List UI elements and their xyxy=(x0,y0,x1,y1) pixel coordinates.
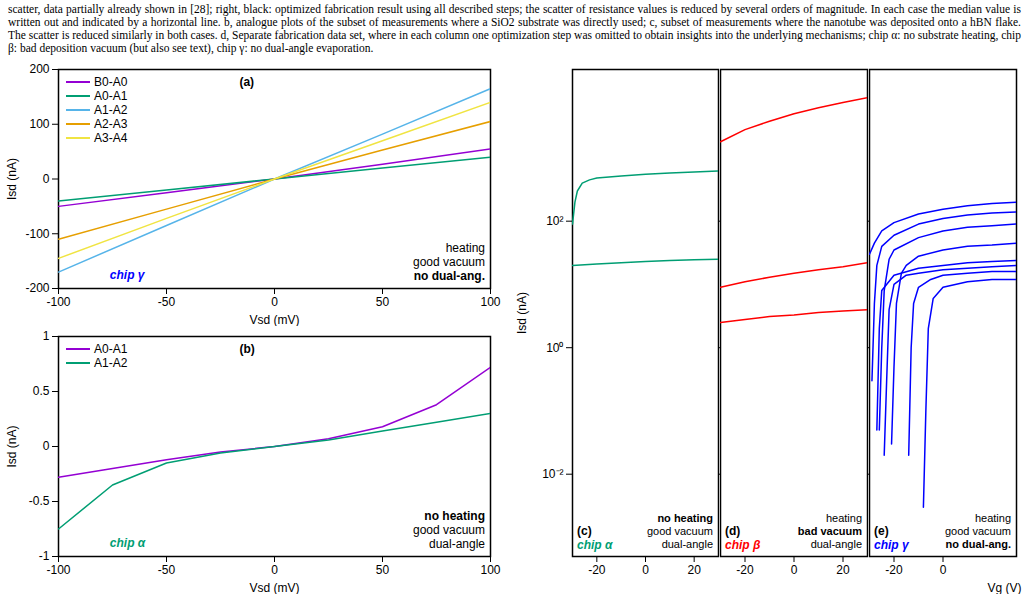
svg-text:Isd (nA): Isd (nA) xyxy=(515,292,529,334)
html-text:A1-A2: A1-A2 xyxy=(94,103,128,117)
svg-text:20: 20 xyxy=(836,563,850,577)
html-text:no heating: no heating xyxy=(424,509,485,523)
html-text:(e): (e) xyxy=(874,524,889,538)
svg-text:20: 20 xyxy=(687,563,701,577)
svg-text:10⁰: 10⁰ xyxy=(546,341,563,355)
html-text:(a): (a) xyxy=(239,75,255,89)
html-text:(d): (d) xyxy=(725,524,741,538)
html-text:good vacuum: good vacuum xyxy=(647,525,713,537)
svg-text:100: 100 xyxy=(29,117,49,131)
svg-text:-100: -100 xyxy=(46,295,70,309)
svg-text:-0.5: -0.5 xyxy=(29,494,50,508)
html-text:chip α: chip α xyxy=(577,538,613,552)
svg-text:-100: -100 xyxy=(46,563,70,577)
html-text:good vacuum: good vacuum xyxy=(413,255,485,269)
html-text:A3-A4: A3-A4 xyxy=(94,131,128,145)
html-text:no heating: no heating xyxy=(657,512,713,524)
html-text:(b): (b) xyxy=(239,342,255,356)
svg-text:100: 100 xyxy=(480,295,500,309)
html-text:dual-angle: dual-angle xyxy=(810,538,862,550)
svg-text:100: 100 xyxy=(480,563,500,577)
html-text:no dual-ang.: no dual-ang. xyxy=(945,538,1011,550)
svg-text:Vsd (mV): Vsd (mV) xyxy=(249,313,299,327)
html-text:A1-A2: A1-A2 xyxy=(94,356,128,370)
html-text:no dual-ang.: no dual-ang. xyxy=(413,269,485,283)
html-text:good vacuum: good vacuum xyxy=(945,525,1011,537)
svg-text:0: 0 xyxy=(271,295,278,309)
html-text:scatter, data partially alread: scatter, data partially already shown in… xyxy=(8,3,1021,54)
html-text:dual-angle: dual-angle xyxy=(429,537,485,551)
svg-text:0: 0 xyxy=(940,563,947,577)
html-text:chip β: chip β xyxy=(725,538,761,552)
html-text:A0-A1: A0-A1 xyxy=(94,342,128,356)
svg-text:-50: -50 xyxy=(158,295,176,309)
svg-text:-200: -200 xyxy=(25,281,49,295)
svg-text:-20: -20 xyxy=(885,563,903,577)
svg-text:0: 0 xyxy=(43,439,50,453)
html-text:heating: heating xyxy=(825,512,862,524)
svg-text:Vsd (mV): Vsd (mV) xyxy=(249,581,299,595)
svg-text:-20: -20 xyxy=(736,563,754,577)
svg-text:50: 50 xyxy=(376,295,390,309)
html-text:chip γ: chip γ xyxy=(874,538,909,552)
svg-text:200: 200 xyxy=(29,62,49,76)
svg-text:Isd (nA): Isd (nA) xyxy=(5,425,19,467)
html-text:dual-angle: dual-angle xyxy=(661,538,713,550)
html-text:bad vacuum: bad vacuum xyxy=(797,525,862,537)
svg-text:0: 0 xyxy=(43,172,50,186)
html-text:(c): (c) xyxy=(577,524,592,538)
html-text:A2-A3: A2-A3 xyxy=(94,117,128,131)
svg-text:0: 0 xyxy=(271,563,278,577)
html-text:heating: heating xyxy=(445,241,485,255)
svg-text:Isd (nA): Isd (nA) xyxy=(5,158,19,200)
svg-text:50: 50 xyxy=(376,563,390,577)
html-text:chip γ: chip γ xyxy=(109,268,145,282)
svg-text:Vg (V): Vg (V) xyxy=(987,581,1021,595)
svg-text:10²: 10² xyxy=(546,214,563,228)
svg-text:-50: -50 xyxy=(158,563,176,577)
svg-text:1: 1 xyxy=(43,329,50,343)
html-text:chip α: chip α xyxy=(109,536,146,550)
svg-text:-1: -1 xyxy=(39,549,50,563)
html-text:A0-A1: A0-A1 xyxy=(94,89,128,103)
svg-text:-100: -100 xyxy=(25,227,49,241)
svg-text:-20: -20 xyxy=(588,563,606,577)
html-text:heating: heating xyxy=(974,512,1011,524)
html-text:good vacuum: good vacuum xyxy=(413,523,485,537)
svg-text:0: 0 xyxy=(791,563,798,577)
html-text:B0-A0: B0-A0 xyxy=(94,75,128,89)
svg-text:10⁻²: 10⁻² xyxy=(542,467,563,481)
svg-text:0.5: 0.5 xyxy=(33,384,50,398)
svg-text:0: 0 xyxy=(642,563,649,577)
